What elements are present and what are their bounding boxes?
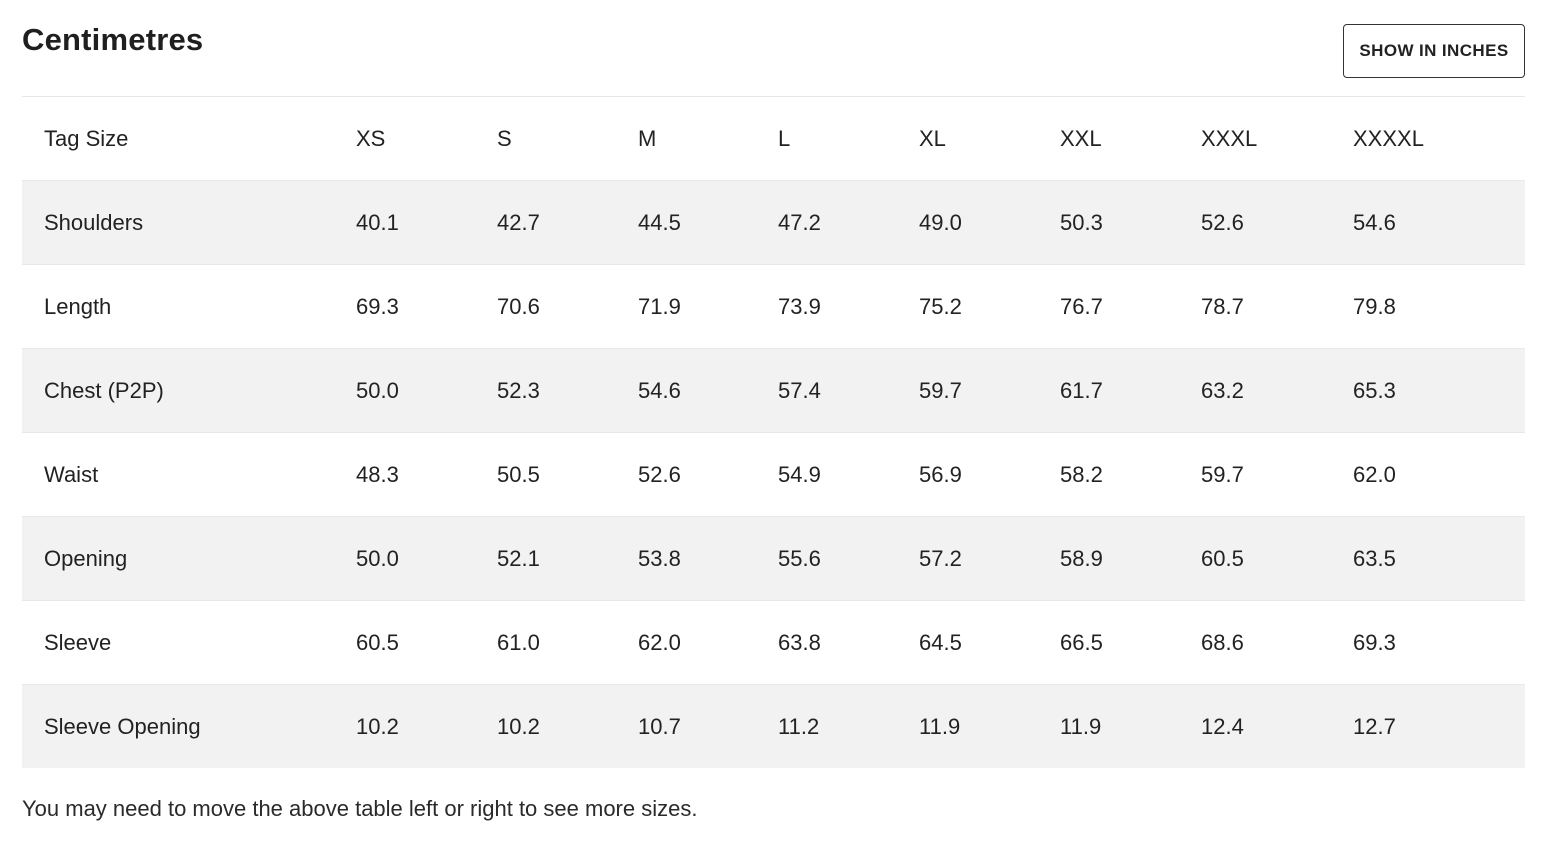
- table-cell: 44.5: [638, 209, 681, 235]
- table-cell: 56.9: [919, 461, 962, 487]
- table-cell: 55.6: [778, 545, 821, 571]
- table-cell: 54.9: [778, 461, 821, 487]
- column-header: M: [638, 125, 657, 151]
- table-cell: 78.7: [1201, 293, 1244, 319]
- column-header: XXL: [1060, 125, 1102, 151]
- table-cell: 52.6: [1201, 209, 1244, 235]
- table-cell: 61.0: [497, 629, 540, 655]
- column-header: XS: [356, 125, 386, 151]
- table-cell: 63.8: [778, 629, 821, 655]
- table-cell: 42.7: [497, 209, 540, 235]
- table-cell: 61.7: [1060, 377, 1103, 403]
- scroll-hint-note: You may need to move the above table lef…: [22, 796, 698, 821]
- column-header: XXXL: [1201, 125, 1258, 151]
- table-cell: 69.3: [356, 293, 399, 319]
- table-cell: 52.1: [497, 545, 540, 571]
- table-cell: 58.9: [1060, 545, 1103, 571]
- table-cell: 11.2: [778, 713, 820, 739]
- table-cell: 75.2: [919, 293, 962, 319]
- row-label: Chest (P2P): [44, 377, 164, 403]
- column-header: L: [778, 125, 791, 151]
- table-cell: 10.7: [638, 713, 681, 739]
- row-label: Length: [44, 293, 112, 319]
- table-cell: 40.1: [356, 209, 399, 235]
- table-cell: 52.3: [497, 377, 540, 403]
- table-cell: 68.6: [1201, 629, 1244, 655]
- table-cell: 59.7: [1201, 461, 1244, 487]
- unit-title: Centimetres: [22, 22, 204, 57]
- column-header: XXXXL: [1353, 125, 1424, 151]
- table-cell: 60.5: [356, 629, 399, 655]
- row-label: Sleeve: [44, 629, 112, 655]
- table-cell: 12.4: [1201, 713, 1244, 739]
- table-row: Sleeve Opening 10.2 10.2 10.7 11.2 11.9 …: [22, 684, 1525, 768]
- table-row: Shoulders 40.1 42.7 44.5 47.2 49.0 50.3 …: [22, 180, 1525, 265]
- column-header: XL: [919, 125, 946, 151]
- column-header: S: [497, 125, 512, 151]
- size-table: Tag Size XS S M L XL XXL XXXL XXXXL Shou…: [22, 97, 1525, 768]
- table-cell: 63.5: [1353, 545, 1396, 571]
- table-cell: 49.0: [919, 209, 962, 235]
- table-cell: 11.9: [919, 713, 961, 739]
- table-cell: 58.2: [1060, 461, 1103, 487]
- table-cell: 62.0: [1353, 461, 1396, 487]
- table-cell: 10.2: [497, 713, 540, 739]
- table-cell: 57.4: [778, 377, 821, 403]
- table-cell: 50.3: [1060, 209, 1103, 235]
- table-cell: 69.3: [1353, 629, 1396, 655]
- row-label: Opening: [44, 545, 128, 571]
- table-cell: 73.9: [778, 293, 821, 319]
- table-cell: 54.6: [638, 377, 681, 403]
- table-cell: 57.2: [919, 545, 962, 571]
- row-label: Waist: [44, 461, 99, 487]
- table-cell: 64.5: [919, 629, 962, 655]
- table-cell: 11.9: [1060, 713, 1102, 739]
- table-cell: 10.2: [356, 713, 399, 739]
- size-guide-header: Centimetres SHOW IN INCHES: [22, 0, 1525, 97]
- table-cell: 65.3: [1353, 377, 1396, 403]
- table-cell: 59.7: [919, 377, 962, 403]
- table-cell: 53.8: [638, 545, 681, 571]
- table-row: Opening 50.0 52.1 53.8 55.6 57.2 58.9 60…: [22, 516, 1525, 601]
- size-guide: Centimetres SHOW IN INCHES Tag Size XS S…: [22, 0, 1525, 768]
- show-in-inches-button[interactable]: SHOW IN INCHES: [1343, 24, 1525, 78]
- row-label: Sleeve Opening: [44, 713, 201, 739]
- table-cell: 52.6: [638, 461, 681, 487]
- table-cell: 62.0: [638, 629, 681, 655]
- table-cell: 48.3: [356, 461, 399, 487]
- table-row: Length 69.3 70.6 71.9 73.9 75.2 76.7 78.…: [22, 264, 1525, 349]
- table-cell: 50.0: [356, 545, 399, 571]
- table-row: Waist 48.3 50.5 52.6 54.9 56.9 58.2 59.7…: [22, 432, 1525, 517]
- table-cell: 50.0: [356, 377, 399, 403]
- table-cell: 60.5: [1201, 545, 1244, 571]
- column-header: Tag Size: [44, 125, 129, 151]
- table-cell: 71.9: [638, 293, 681, 319]
- table-cell: 54.6: [1353, 209, 1396, 235]
- table-header-row: Tag Size XS S M L XL XXL XXXL XXXXL: [22, 97, 1525, 181]
- table-row: Chest (P2P) 50.0 52.3 54.6 57.4 59.7 61.…: [22, 348, 1525, 433]
- table-cell: 12.7: [1353, 713, 1396, 739]
- table-cell: 70.6: [497, 293, 540, 319]
- table-row: Sleeve 60.5 61.0 62.0 63.8 64.5 66.5 68.…: [22, 600, 1525, 685]
- table-cell: 79.8: [1353, 293, 1396, 319]
- table-cell: 63.2: [1201, 377, 1244, 403]
- table-cell: 47.2: [778, 209, 821, 235]
- table-cell: 76.7: [1060, 293, 1103, 319]
- table-cell: 50.5: [497, 461, 540, 487]
- table-cell: 66.5: [1060, 629, 1103, 655]
- row-label: Shoulders: [44, 209, 144, 235]
